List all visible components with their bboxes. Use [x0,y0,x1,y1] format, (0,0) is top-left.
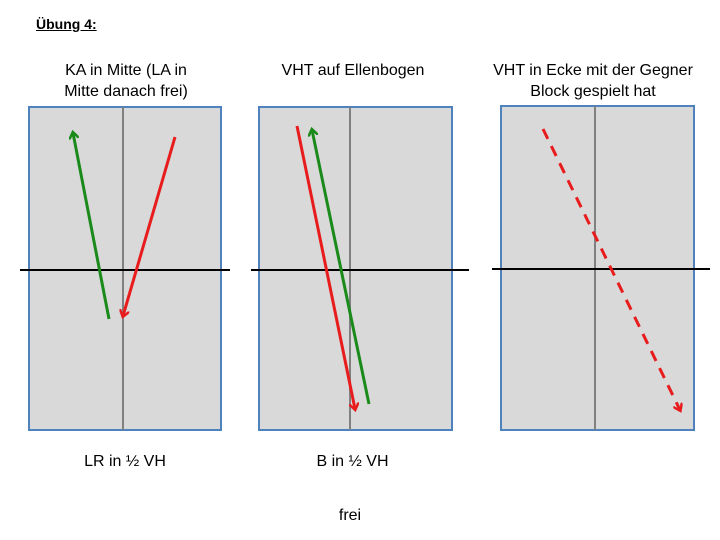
court-2 [258,106,453,431]
panel-2-caption: B in ½ VH [316,453,389,470]
panel-3-title-line-1: VHT in Ecke mit der Gegner [493,62,693,79]
court-1-green-arrow [73,133,111,320]
panel-1-title-line-1: KA in Mitte (LA in [65,62,187,79]
panel-1-title-line-2: Mitte danach frei) [64,83,188,100]
court-panel-1 [20,106,230,431]
panel-1-caption: LR in ½ VH [84,453,166,470]
court-panel-2 [251,106,469,431]
panel-2-title: VHT auf Ellenbogen [250,60,456,81]
panel-2-title-line-1: VHT auf Ellenbogen [281,62,425,79]
footer-label: frei [338,507,362,524]
court-2-green-arrow [312,130,371,405]
panel-3-title: VHT in Ecke mit der Gegner Block gespiel… [474,60,712,102]
panel-1-title: KA in Mitte (LA in Mitte danach frei) [30,60,222,102]
court-1 [28,106,222,431]
court-panel-3 [492,105,710,431]
exercise-heading: Übung 4: [36,16,97,32]
panel-3-title-line-2: Block gespielt hat [530,83,656,100]
court-1-red-arrow [123,136,177,316]
court-3-red-dashed-arrow [541,128,680,410]
court-2-red-arrow [295,125,355,409]
